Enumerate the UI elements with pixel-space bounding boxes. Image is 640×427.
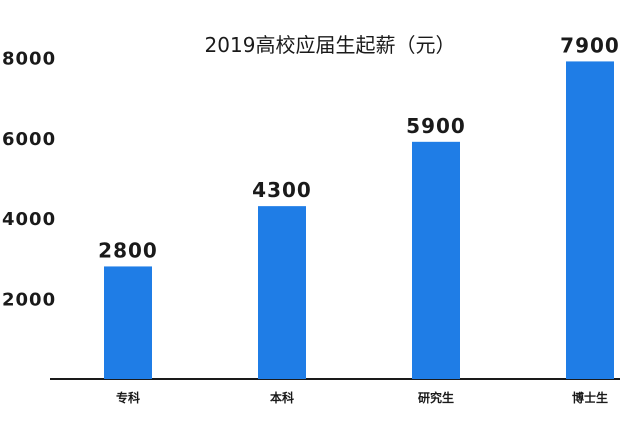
bar-value-label: 7900 <box>560 33 620 57</box>
value-labels: 2800 4300 5900 7900 <box>98 33 620 262</box>
bar <box>258 206 306 379</box>
category-label: 专科 <box>116 390 140 405</box>
category-label: 本科 <box>270 390 294 405</box>
y-axis-ticks: 2000 4000 6000 8000 <box>2 48 56 311</box>
bar <box>412 141 460 379</box>
bar-value-label: 5900 <box>406 114 466 138</box>
y-tick-label: 4000 <box>2 209 56 230</box>
bar-value-label: 2800 <box>98 238 158 262</box>
category-label: 研究生 <box>418 390 454 405</box>
category-label: 博士生 <box>572 390 608 405</box>
category-labels: 专科 本科 研究生 博士生 <box>116 390 608 405</box>
bar-value-label: 4300 <box>252 178 312 202</box>
bar <box>104 266 152 379</box>
y-tick-label: 2000 <box>2 290 56 311</box>
bars <box>104 61 614 380</box>
y-tick-label: 6000 <box>2 129 56 150</box>
chart-title: 2019高校应届生起薪（元） <box>205 33 456 57</box>
y-tick-label: 8000 <box>2 48 56 69</box>
bar <box>566 61 614 380</box>
